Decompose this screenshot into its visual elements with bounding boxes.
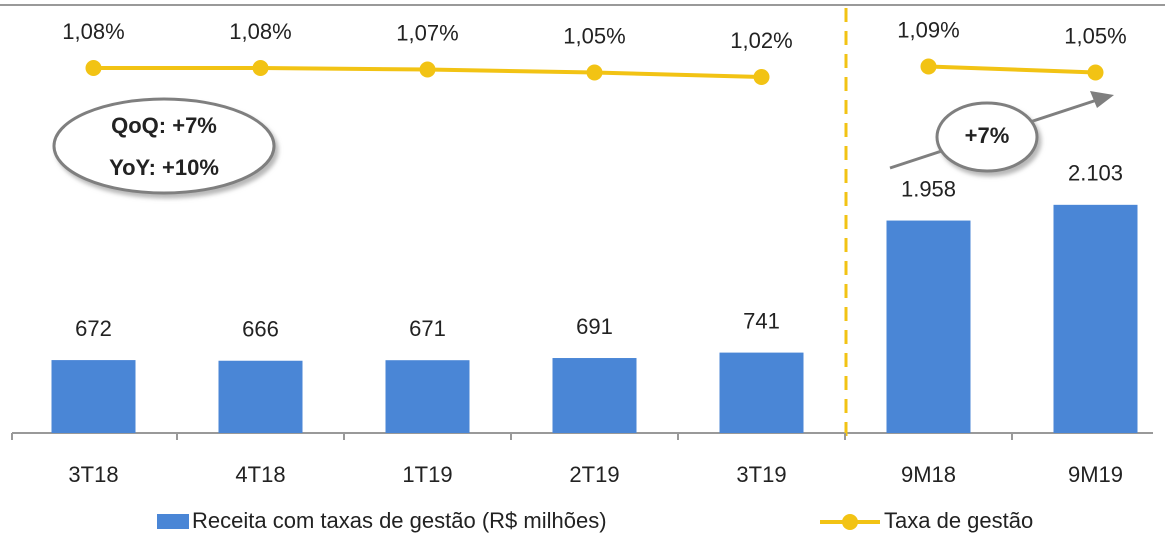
line-point: [419, 61, 436, 78]
data-label: 1,09%: [897, 17, 959, 42]
legend: Receita com taxas de gestão (R$ milhões)…: [157, 508, 1033, 533]
data-label: 1,08%: [62, 19, 124, 44]
legend-label: Taxa de gestão: [884, 508, 1033, 533]
line-point: [753, 69, 770, 85]
ellipse: [52, 97, 276, 195]
data-label: 741: [743, 308, 780, 333]
line-point: [252, 60, 269, 76]
bar: [552, 358, 637, 433]
line-point: [85, 60, 102, 76]
line-point: [920, 58, 937, 75]
annotation: YoY: +10%: [109, 155, 219, 180]
legend-swatch: [157, 514, 189, 529]
bar: [886, 220, 971, 433]
bar: [51, 360, 136, 433]
annotation-growth: +7%: [889, 91, 1114, 173]
annotation-qoq-yoy: QoQ: +7% YoY: +10%: [52, 97, 276, 195]
bar: [385, 360, 470, 433]
data-label: 1,05%: [563, 23, 625, 48]
legend-swatch: [842, 514, 858, 530]
data-label: 671: [409, 316, 446, 341]
x-tick-label: 9M18: [901, 462, 956, 487]
line-point: [1087, 64, 1104, 81]
line: [928, 64, 1096, 75]
annotation: QoQ: +7%: [111, 113, 217, 138]
x-tick-label: 3T19: [736, 462, 786, 487]
data-label: 1,08%: [229, 19, 291, 44]
data-label: 672: [75, 316, 112, 341]
data-label: 2.103: [1068, 161, 1123, 186]
x-tick-label: 4T18: [235, 462, 285, 487]
x-tick-label: 9M19: [1068, 462, 1123, 487]
arrow-head: [1090, 91, 1114, 108]
annotation: +7%: [965, 123, 1010, 148]
legend-label: Receita com taxas de gestão (R$ milhões): [192, 508, 607, 533]
marks: 3T18 4T18 1T19 2T19 3T19 9M18 9M19 672 666 671 691…: [11, 17, 1138, 487]
data-label: 1,07%: [396, 20, 458, 45]
data-label: 1.958: [901, 176, 956, 201]
bar: [218, 360, 303, 433]
data-label: 1,05%: [1064, 23, 1126, 48]
line-point: [586, 64, 603, 81]
bar: [1053, 204, 1138, 433]
x-tick-label: 3T18: [68, 462, 118, 487]
data-label: 691: [576, 314, 613, 339]
bar: [719, 352, 804, 433]
data-label: 666: [242, 317, 279, 342]
data-label: 1,02%: [730, 28, 792, 53]
x-tick-label: 2T19: [569, 462, 619, 487]
ellipse: [935, 101, 1039, 173]
x-tick-label: 1T19: [402, 462, 452, 487]
